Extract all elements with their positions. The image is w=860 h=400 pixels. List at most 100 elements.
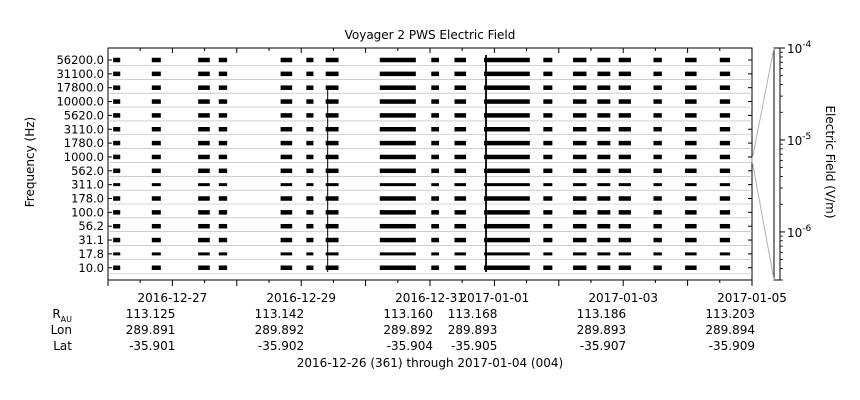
data-segment xyxy=(280,85,293,90)
data-segment xyxy=(543,127,553,132)
data-segment xyxy=(653,183,662,187)
data-segment xyxy=(431,57,440,63)
data-segment xyxy=(597,140,611,146)
data-segment xyxy=(431,210,440,215)
data-segment xyxy=(306,183,314,187)
data-segment xyxy=(719,210,731,215)
data-segment xyxy=(325,154,339,160)
data-segment xyxy=(653,265,662,270)
ephemeris-row-label-main: R xyxy=(52,307,60,321)
date-range-caption: 2016-12-26 (361) through 2017-01-04 (004… xyxy=(297,356,563,370)
data-segment xyxy=(543,154,553,160)
data-segment xyxy=(218,71,228,77)
plot-frame xyxy=(107,47,753,281)
data-segment xyxy=(113,71,121,77)
data-segment xyxy=(218,168,228,174)
frequency-gridlines xyxy=(108,65,752,274)
colorbar-connector xyxy=(751,47,775,161)
data-segment xyxy=(685,113,697,118)
data-segment xyxy=(685,183,697,187)
data-segment xyxy=(151,265,161,270)
data-segment xyxy=(653,196,662,201)
data-segment xyxy=(484,237,530,243)
data-segment xyxy=(218,85,228,90)
data-segment xyxy=(280,168,293,174)
data-segment xyxy=(454,85,467,90)
y-tick-label: 562.0 xyxy=(71,164,104,178)
y-tick-label: 10000.0 xyxy=(56,95,104,109)
ephemeris-value-lon: 289.892 xyxy=(255,323,305,337)
data-segment xyxy=(280,113,293,118)
ephemeris-value-lat: -35.907 xyxy=(580,339,626,353)
data-segment xyxy=(379,140,416,146)
x-tick-label: 2017-01-03 xyxy=(588,291,658,305)
data-segment xyxy=(572,265,587,270)
data-segment xyxy=(719,252,731,256)
x-axis-ticks: 2016-12-27 2016-12-29 2016-12-312017-01-01… xyxy=(107,48,787,305)
y-tick-label: 31.1 xyxy=(78,233,104,247)
y-tick-label: 17.8 xyxy=(78,247,104,261)
data-segment xyxy=(113,154,121,160)
data-segment xyxy=(431,237,440,243)
data-segment xyxy=(151,223,161,229)
data-segment xyxy=(379,252,416,256)
data-segment xyxy=(484,168,530,174)
colorbar-tick-label: 10-6 xyxy=(787,224,812,240)
data-segment xyxy=(325,113,339,118)
data-segment xyxy=(113,85,121,90)
x-tick-label: 2017-01-01 xyxy=(460,291,530,305)
data-segments xyxy=(113,55,731,272)
data-segment xyxy=(572,196,587,201)
ephemeris-value-r: 113.125 xyxy=(126,307,176,321)
data-segment xyxy=(653,168,662,174)
data-segment xyxy=(719,99,731,104)
data-segment xyxy=(431,140,440,146)
data-segment xyxy=(719,223,731,229)
data-segment xyxy=(151,71,161,77)
data-segment xyxy=(431,223,440,229)
data-segment xyxy=(484,196,530,201)
data-segment xyxy=(325,183,339,187)
data-segment xyxy=(306,113,314,118)
y-tick-label: 10.0 xyxy=(78,261,104,275)
data-segment xyxy=(454,210,467,215)
data-segment xyxy=(113,265,121,270)
data-segment xyxy=(151,140,161,146)
data-segment xyxy=(151,168,161,174)
data-segment xyxy=(618,237,631,243)
data-segment xyxy=(685,57,697,63)
data-segment xyxy=(618,223,631,229)
ephemeris-row-label-main: Lat xyxy=(53,339,72,353)
data-segment xyxy=(306,223,314,229)
data-segment xyxy=(280,140,293,146)
data-segment xyxy=(543,252,553,256)
x-tick-label: 2017-01-05 xyxy=(717,291,787,305)
data-segment xyxy=(572,210,587,215)
ephemeris-row-label-main: Lon xyxy=(51,323,72,337)
data-segment xyxy=(431,113,440,118)
data-segment xyxy=(431,196,440,201)
data-segment xyxy=(597,71,611,77)
data-segment xyxy=(198,265,210,270)
data-segment xyxy=(597,183,611,187)
y-axis-label: Frequency (Hz) xyxy=(23,117,37,208)
data-segment xyxy=(618,113,631,118)
data-segment xyxy=(280,99,293,104)
data-segment xyxy=(280,127,293,132)
ephemeris-value-lon: 289.893 xyxy=(577,323,627,337)
ephemeris-value-r: 113.203 xyxy=(705,307,755,321)
colorbar-tick-exp: -4 xyxy=(802,40,811,50)
plot-area xyxy=(107,47,753,281)
data-segment xyxy=(198,223,210,229)
data-segment xyxy=(572,113,587,118)
data-segment xyxy=(379,85,416,90)
data-segment xyxy=(306,210,314,215)
data-segment xyxy=(618,85,631,90)
y-tick-label: 56200.0 xyxy=(56,53,104,67)
ephemeris-value-r: 113.186 xyxy=(577,307,627,321)
y-tick-label: 100.0 xyxy=(71,205,104,219)
y-tick-label: 56.2 xyxy=(78,219,104,233)
colorbar-tick-base: 10 xyxy=(787,134,802,148)
data-segment xyxy=(597,99,611,104)
data-segment xyxy=(484,71,530,77)
